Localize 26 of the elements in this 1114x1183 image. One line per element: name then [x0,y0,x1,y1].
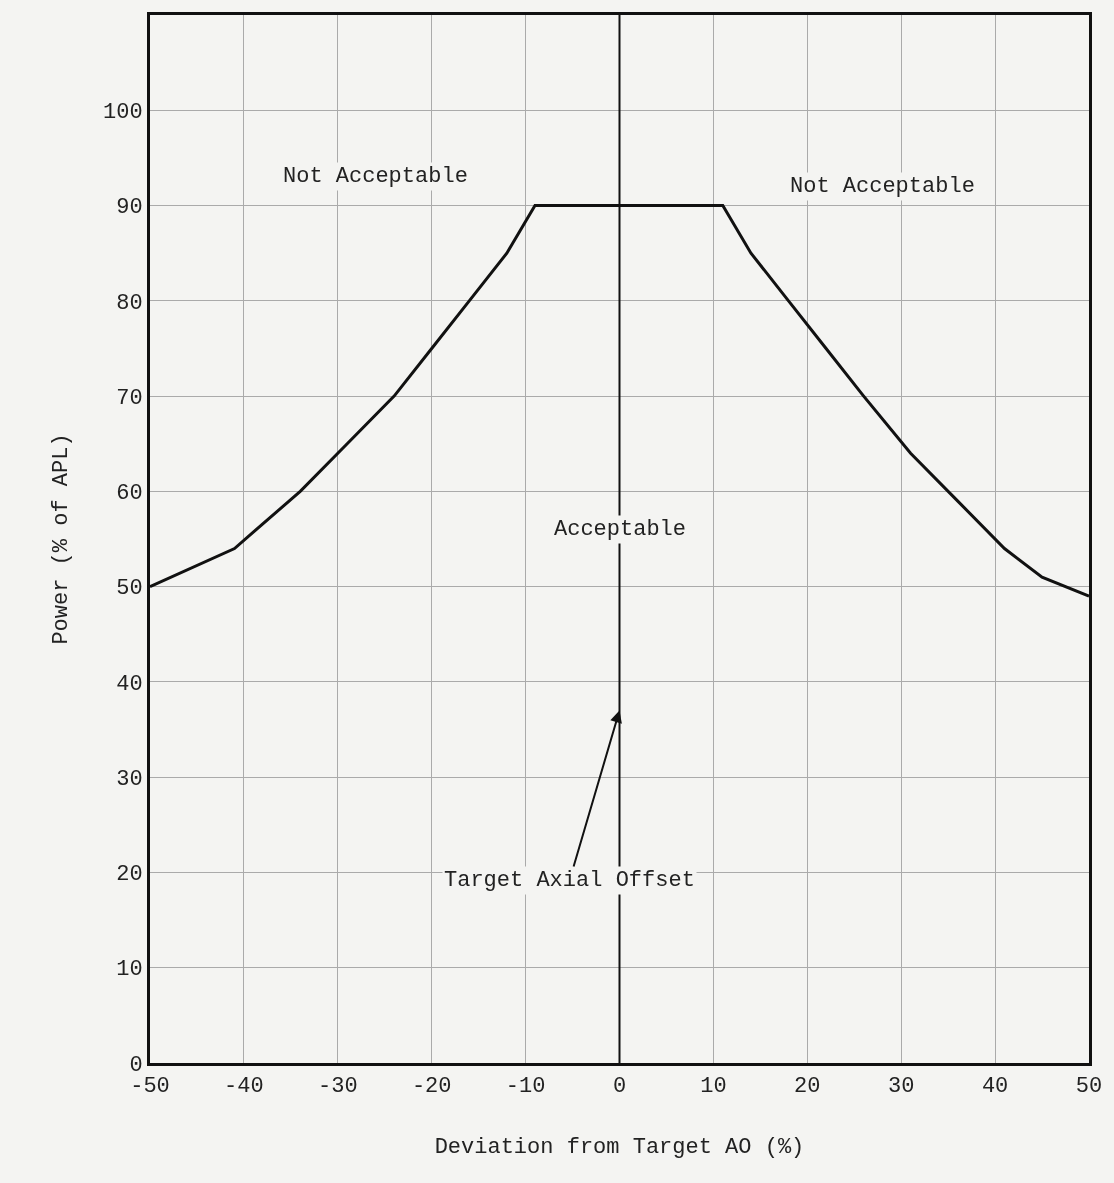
x-tick-label: -20 [411,1074,452,1100]
y-tick-label: 70 [116,385,143,411]
x-tick-label: -40 [224,1074,264,1100]
x-tick-label: -30 [318,1074,358,1100]
y-tick-label: 30 [116,766,143,792]
x-tick-label: 40 [981,1074,1009,1100]
y-tick-label: 60 [116,481,143,507]
annotation: Target Axial Offset [444,868,695,893]
x-tick-label: 0 [612,1074,627,1100]
y-tick-label: 20 [116,862,143,888]
x-tick-label: 20 [794,1074,821,1100]
y-tick-label: 100 [102,99,143,125]
x-axis-title: Deviation from Target AO (%) [434,1135,805,1161]
y-axis-title: Power (% of APL) [48,433,74,645]
y-tick-label: 40 [116,671,143,697]
x-tick-label: -10 [505,1074,546,1100]
x-tick-label: 10 [700,1074,727,1100]
y-tick-label: 80 [116,290,143,316]
y-tick-label: 10 [116,957,143,983]
y-tick-label: 50 [116,576,143,602]
x-tick-label: 50 [1075,1074,1103,1100]
y-tick-label: 90 [116,195,143,221]
annotation: Acceptable [554,517,687,542]
annotation: Not Acceptable [790,174,975,199]
x-tick-label: 30 [888,1074,915,1100]
annotation: Not Acceptable [283,164,468,189]
